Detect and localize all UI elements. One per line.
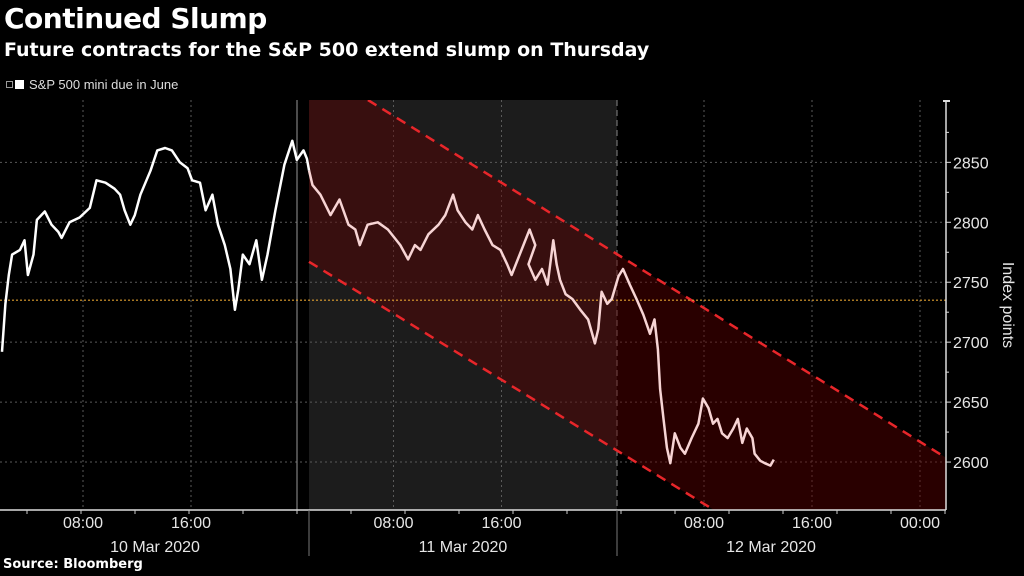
x-tick-label: 08:00 [373,515,413,532]
x-tick-label: 16:00 [792,515,832,532]
x-date-label: 11 Mar 2020 [419,539,508,556]
y-axis-title: Index points [999,262,1016,348]
y-tick-label: 2750 [953,275,989,292]
y-tick-label: 2700 [953,335,989,352]
x-tick-label: 16:00 [481,515,521,532]
x-tick-label: 16:00 [171,515,211,532]
legend: S&P 500 mini due in June [6,77,178,92]
legend-swatch [15,80,24,89]
chart-title: Continued Slump [4,2,267,35]
x-tick-label: 08:00 [684,515,724,532]
source-note: Source: Bloomberg [3,557,143,572]
y-tick-label: 2600 [953,455,989,472]
legend-toggle-icon[interactable] [6,81,13,88]
channel-fill [309,100,946,510]
chart-subtitle: Future contracts for the S&P 500 extend … [4,39,650,61]
channel-upper-line [367,100,946,459]
y-tick-label: 2800 [953,215,989,232]
x-date-label: 10 Mar 2020 [110,539,200,556]
legend-label: S&P 500 mini due in June [29,77,179,92]
series-line [0,139,311,352]
session-shade [309,100,617,510]
y-tick-label: 2850 [953,155,989,172]
series-line-highlight [307,170,775,467]
x-tick-label: 00:00 [900,515,940,532]
x-tick-label: 08:00 [63,515,103,532]
plot-area [0,100,946,510]
x-date-label: 12 Mar 2020 [726,539,816,556]
y-tick-label: 2650 [953,395,989,412]
channel-lower-line [308,260,715,510]
